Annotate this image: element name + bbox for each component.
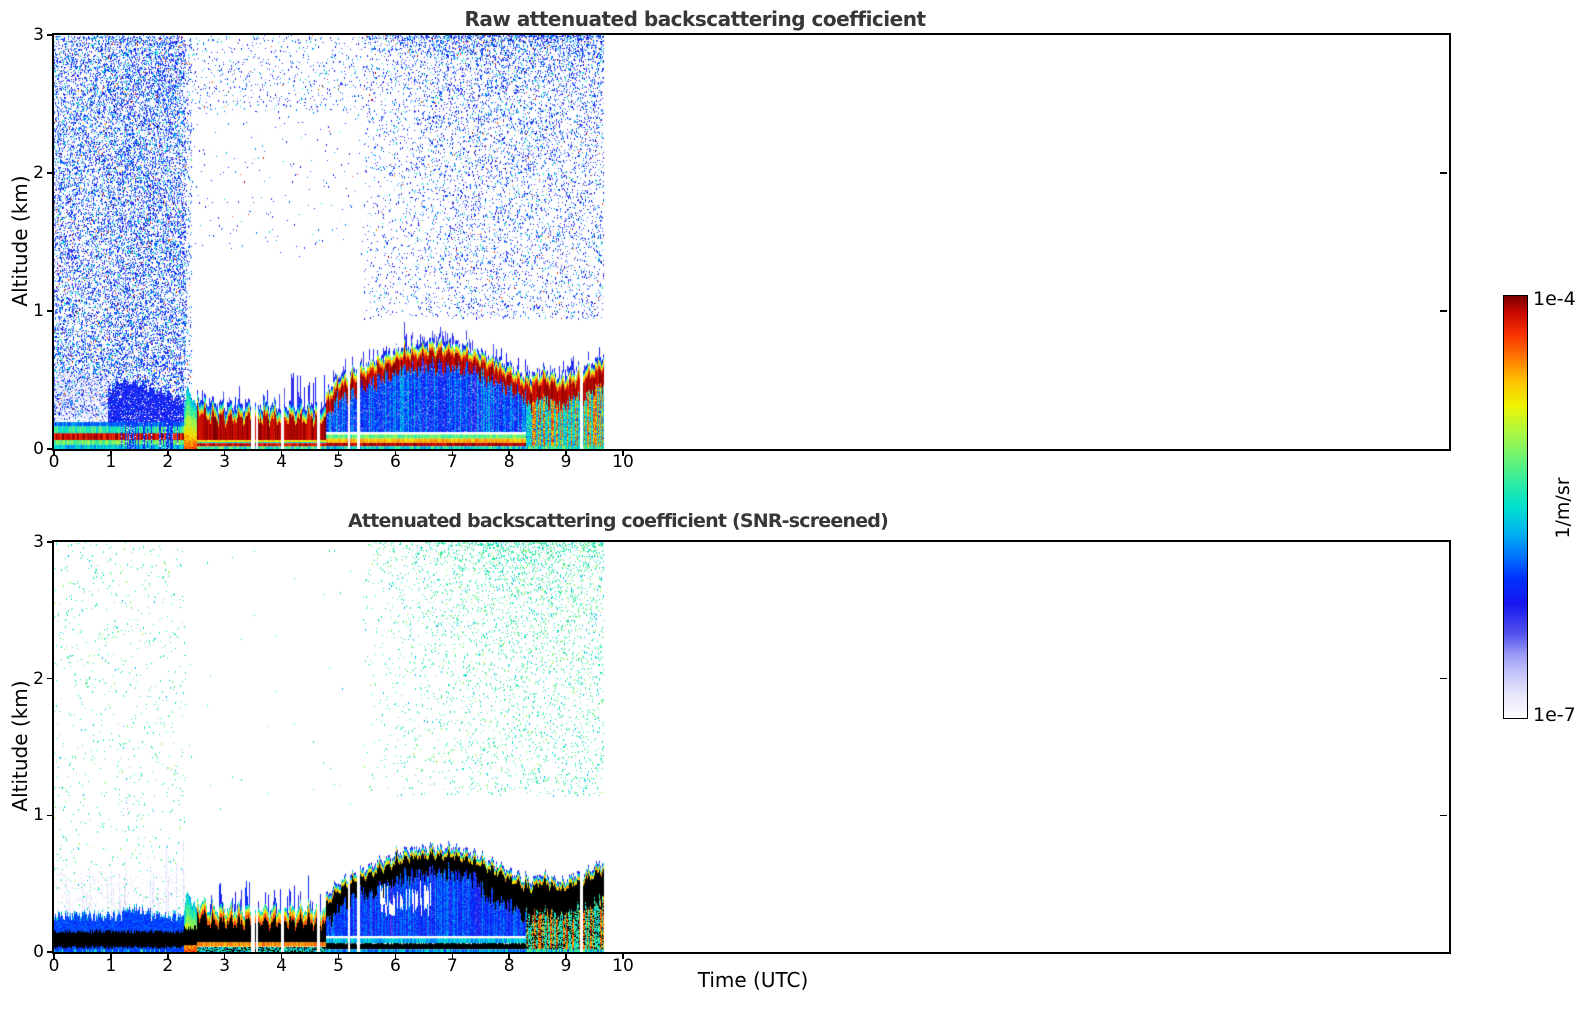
- screened-panel-plot-area: [52, 540, 1451, 954]
- x-tick: [53, 952, 55, 959]
- y-tick: [47, 310, 54, 312]
- x-tick: [508, 952, 510, 959]
- x-tick-label: 3: [219, 956, 231, 976]
- raw-panel-plot-area: [52, 33, 1451, 451]
- screened-panel-title: Attenuated backscattering coefficient (S…: [348, 510, 889, 532]
- x-tick: [451, 952, 454, 959]
- x-tick: [223, 449, 226, 456]
- x-tick-label: 9: [560, 452, 572, 472]
- x-tick: [110, 449, 112, 456]
- x-tick: [167, 449, 169, 456]
- x-tick-label: 8: [503, 956, 515, 976]
- x-tick: [280, 449, 283, 456]
- y-tick-label: 3: [33, 25, 44, 45]
- y-tick: [47, 34, 54, 36]
- x-tick: [394, 952, 397, 959]
- y-tick-label: 3: [33, 532, 44, 552]
- x-tick: [565, 952, 567, 959]
- x-tick-label: 7: [446, 452, 458, 472]
- y-tick: [47, 951, 54, 953]
- x-tick: [337, 449, 340, 456]
- x-tick-label: 10: [612, 452, 634, 472]
- x-tick: [622, 952, 624, 959]
- x-tick-label: 8: [503, 452, 515, 472]
- x-tick-label: 4: [276, 452, 288, 472]
- y-tick: [47, 541, 54, 543]
- x-tick-label: 10: [612, 956, 634, 976]
- colorbar-unit-label: 1/m/sr: [1552, 477, 1574, 539]
- x-tick: [337, 952, 340, 959]
- y-tick-label: 2: [33, 163, 44, 183]
- colorbar-min-label: 1e-7: [1533, 704, 1576, 726]
- x-tick: [394, 449, 397, 456]
- x-tick: [622, 449, 624, 456]
- y-tick-inner-right: [1440, 310, 1447, 312]
- colorbar: [1503, 295, 1528, 719]
- x-tick-label: 1: [105, 956, 117, 976]
- raw-heatmap-canvas: [54, 35, 1449, 449]
- x-tick: [280, 952, 283, 959]
- x-tick-label: 6: [389, 452, 401, 472]
- x-tick: [565, 449, 567, 456]
- x-tick: [167, 952, 169, 959]
- x-tick-label: 0: [48, 452, 60, 472]
- y-tick-label: 2: [33, 668, 44, 689]
- x-tick: [53, 449, 55, 456]
- y-tick-inner-right: [1440, 814, 1447, 817]
- x-tick-label: 3: [219, 452, 231, 472]
- x-tick-label: 4: [276, 956, 288, 976]
- x-tick-label: 5: [333, 956, 344, 976]
- y-tick: [47, 172, 54, 174]
- y-tick-label: 0: [33, 942, 44, 962]
- x-tick: [508, 449, 510, 456]
- x-tick-label: 6: [389, 956, 401, 976]
- x-tick-label: 9: [560, 956, 572, 976]
- x-tick-label: 0: [48, 956, 60, 976]
- y-tick-label: 1: [33, 805, 44, 826]
- x-tick-label: 2: [162, 956, 174, 976]
- y-tick-inner-right: [1440, 677, 1447, 680]
- x-tick-label: 1: [105, 452, 117, 472]
- time-axis-label: Time (UTC): [697, 968, 809, 992]
- screened-ylabel: Altitude (km): [8, 680, 32, 812]
- raw-panel-title: Raw attenuated backscattering coefficien…: [464, 7, 926, 31]
- x-tick-label: 7: [446, 956, 458, 976]
- x-tick: [451, 449, 454, 456]
- y-tick-inner-right: [1440, 172, 1447, 174]
- x-tick: [223, 952, 226, 959]
- x-tick-label: 5: [333, 452, 344, 472]
- y-tick-label: 1: [33, 301, 44, 321]
- raw-ylabel: Altitude (km): [8, 175, 32, 307]
- screened-heatmap-canvas: [54, 542, 1449, 952]
- y-tick: [47, 677, 54, 680]
- y-tick-label: 0: [33, 439, 44, 459]
- x-tick-label: 2: [162, 452, 174, 472]
- x-tick: [110, 952, 112, 959]
- colorbar-max-label: 1e-4: [1533, 288, 1576, 310]
- y-tick: [47, 814, 54, 817]
- y-tick: [47, 448, 54, 450]
